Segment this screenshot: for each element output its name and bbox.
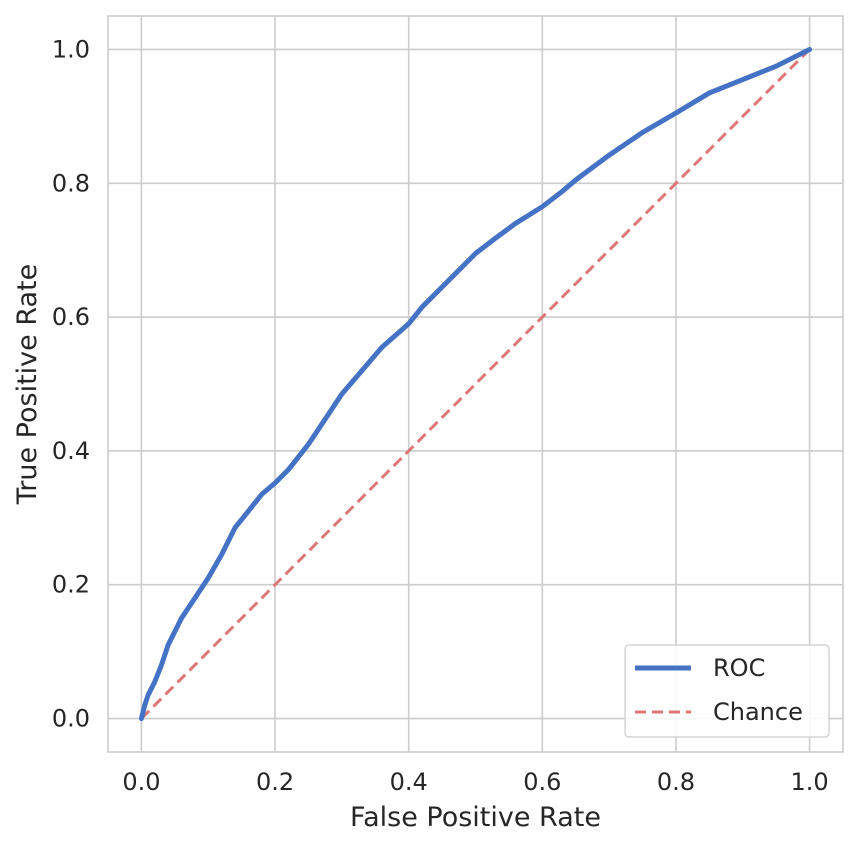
x-tick-labels: 0.0 0.2 0.4 0.6 0.8 1.0 [122, 768, 828, 796]
y-tick-labels: 0.0 0.2 0.4 0.6 0.8 1.0 [52, 35, 90, 732]
x-tick-label: 0.6 [523, 768, 561, 796]
plot-area-frame [107, 15, 844, 753]
roc-series-line [138, 46, 813, 722]
y-tick-label: 0.4 [52, 437, 90, 465]
chance-series-line [140, 48, 811, 720]
y-tick-label: 0.0 [52, 705, 90, 733]
x-tick-label: 0.8 [657, 768, 695, 796]
legend-label-roc: ROC [713, 654, 765, 682]
y-tick-label: 0.6 [52, 303, 90, 331]
legend: ROC Chance [624, 644, 830, 738]
x-tick-label: 1.0 [791, 768, 829, 796]
grid-lines [108, 16, 843, 752]
y-tick-label: 0.8 [52, 169, 90, 197]
x-axis-title: False Positive Rate [350, 802, 601, 833]
x-tick-label: 0.2 [256, 768, 294, 796]
x-tick-label: 0.0 [122, 768, 160, 796]
y-tick-label: 0.2 [52, 571, 90, 599]
x-tick-label: 0.4 [390, 768, 428, 796]
y-tick-label: 1.0 [52, 35, 90, 63]
legend-label-chance: Chance [713, 698, 803, 726]
series-layer [138, 46, 813, 722]
y-axis-title: True Positive Rate [12, 264, 43, 506]
